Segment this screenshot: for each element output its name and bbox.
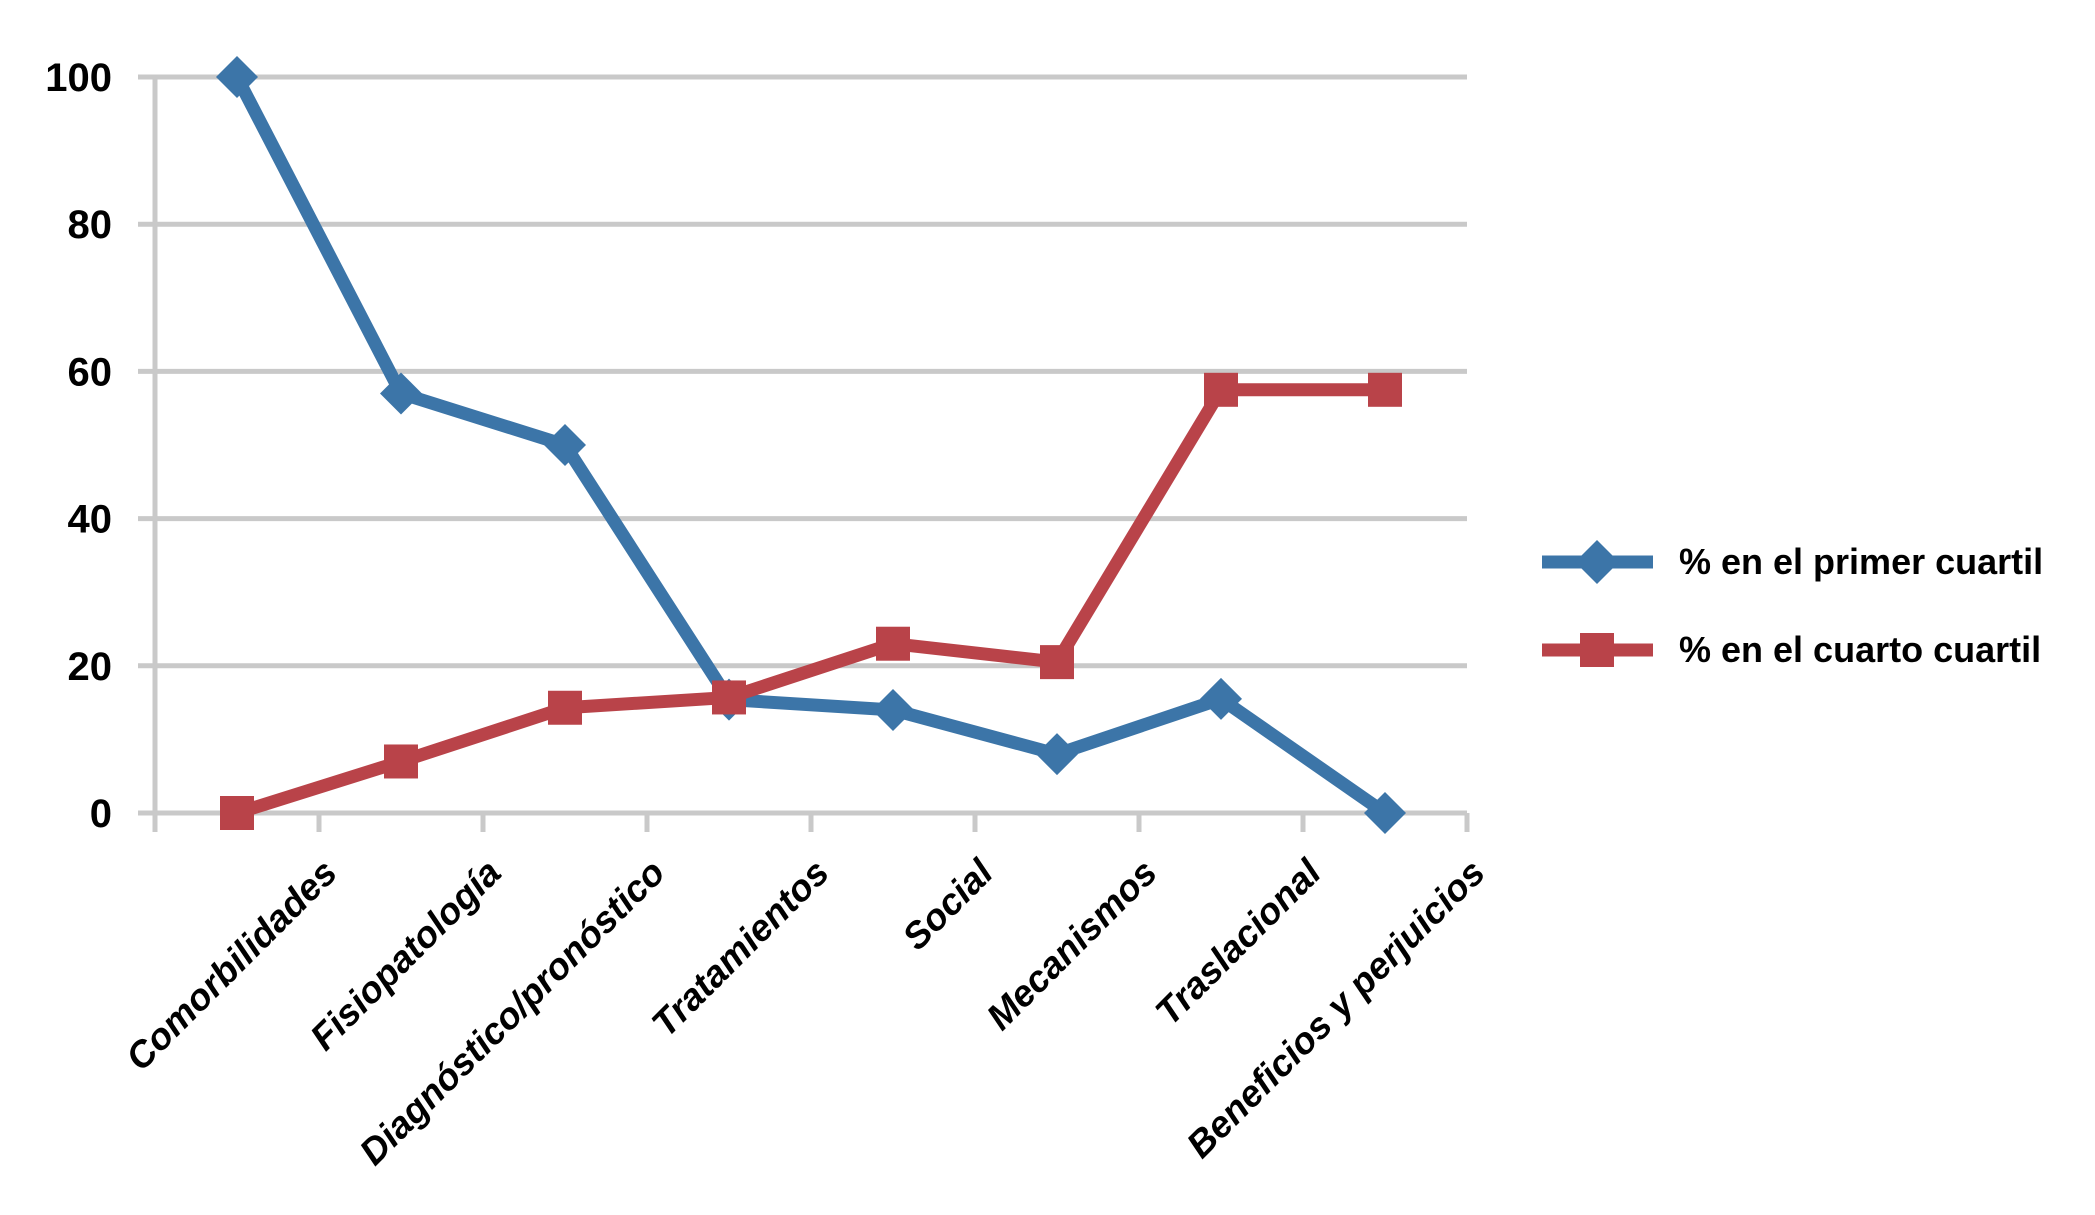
chart-legend: % en el primer cuartil % en el cuarto cu… xyxy=(1540,524,2043,688)
marker-square-1-3 xyxy=(712,680,746,715)
y-axis-tick-label-100: 100 xyxy=(45,56,112,100)
legend-item-cuarto-cuartil: % en el cuarto cuartil xyxy=(1540,612,2043,688)
marker-diamond-0-4 xyxy=(872,688,914,731)
x-category-label-3: Tratamientos xyxy=(644,852,837,1045)
marker-diamond-0-6 xyxy=(1200,677,1242,720)
x-category-label-5: Mecanismos xyxy=(979,852,1165,1038)
x-category-label-4: Social xyxy=(895,851,1002,958)
y-axis-tick-label-60: 60 xyxy=(68,350,113,394)
legend-label-primer-cuartil: % en el primer cuartil xyxy=(1679,541,2044,582)
x-category-label-2: Diagnóstico/pronóstico xyxy=(351,852,672,1173)
legend-item-primer-cuartil: % en el primer cuartil xyxy=(1540,524,2043,600)
legend-label-cuarto-cuartil: % en el cuarto cuartil xyxy=(1679,629,2042,670)
y-axis-tick-label-0: 0 xyxy=(90,792,112,836)
y-axis-tick-label-80: 80 xyxy=(68,203,113,247)
marker-diamond-0-1 xyxy=(380,372,422,415)
marker-square-1-7 xyxy=(1368,372,1402,407)
legend-marker-blue-diamond-icon xyxy=(1542,540,1653,584)
marker-square-1-6 xyxy=(1204,372,1238,407)
x-category-label-0: Comorbilidades xyxy=(118,852,345,1079)
y-axis-tick-label-40: 40 xyxy=(68,498,113,542)
x-category-label-7: Beneficios y perjuicios xyxy=(1179,852,1493,1166)
series-line-0 xyxy=(231,74,1389,819)
marker-square-1-5 xyxy=(1040,645,1074,680)
marker-square-1-1 xyxy=(384,744,418,779)
marker-diamond-0-5 xyxy=(1036,733,1078,776)
marker-diamond-0-0 xyxy=(216,56,258,98)
marker-diamond-0-2 xyxy=(544,424,586,466)
marker-square-1-4 xyxy=(876,626,910,661)
x-category-label-6: Traslacional xyxy=(1147,851,1329,1033)
marker-diamond-0-7 xyxy=(1364,792,1406,834)
legend-marker-red-square-icon xyxy=(1542,633,1653,667)
marker-square-1-2 xyxy=(548,690,582,725)
y-axis-tick-label-20: 20 xyxy=(68,645,113,689)
series-line-1 xyxy=(235,383,1385,820)
marker-square-1-0 xyxy=(220,796,254,830)
